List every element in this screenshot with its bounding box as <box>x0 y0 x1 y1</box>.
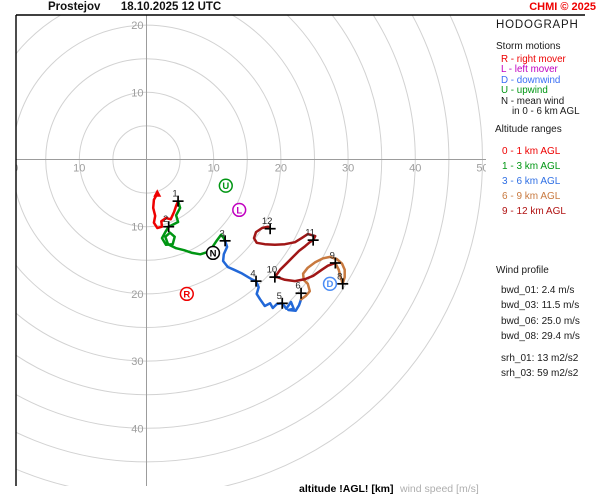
storm-marker-L: L <box>232 202 247 218</box>
trace-3-6kmAGL <box>221 239 303 312</box>
srh-value: srh_03: 59 m2/s2 <box>501 368 579 380</box>
svg-text:3: 3 <box>219 228 224 239</box>
storm-marker-R: R <box>179 286 194 302</box>
km-marker-9: 9 <box>330 250 341 269</box>
axis-tick-label: 10 <box>131 87 143 99</box>
axis-tick-label: 20 <box>275 163 287 175</box>
km-marker-1: 1 <box>172 189 184 207</box>
storm-motion-item: R - right mover <box>501 54 566 65</box>
trace-9-12kmAGL <box>252 225 337 283</box>
svg-text:5: 5 <box>277 291 282 302</box>
observation-datetime: 18.10.2025 12 UTC <box>120 1 222 13</box>
trace-6-9kmAGL <box>299 255 346 301</box>
svg-text:4: 4 <box>250 269 255 280</box>
svg-text:L: L <box>236 205 242 216</box>
storm-motion-item: N - mean wind <box>501 95 565 107</box>
svg-text:6: 6 <box>295 281 300 292</box>
axis-tick-label: 20 <box>131 289 143 301</box>
trace-start-arrow-icon <box>153 189 162 197</box>
km-marker-5: 5 <box>277 291 288 309</box>
svg-text:N: N <box>210 248 217 259</box>
altitude-range-item: 9 - 12 km AGL <box>502 206 566 217</box>
storm-marker-N: N <box>205 245 221 261</box>
axis-tick-label: 40 <box>131 423 143 435</box>
trace-0-1kmAGL <box>151 192 180 230</box>
altitude-axis-caption: altitude !AGL! [km] <box>299 483 394 495</box>
bwd-value: bwd_06: 25.0 m/s <box>501 315 580 327</box>
bwd-value: bwd_01: 2.4 m/s <box>501 285 575 296</box>
km-marker-6: 6 <box>295 281 307 299</box>
km-marker-4: 4 <box>250 269 262 287</box>
axis-tick-label: 10 <box>131 222 143 234</box>
axis-tick-label: 20 <box>131 20 143 32</box>
panel-title: HODOGRAPH <box>496 19 579 31</box>
axis-tick-label: 40 <box>409 163 421 175</box>
axis-tick-label: 50 <box>476 163 488 175</box>
bwd-value: bwd_08: 29.4 m/s <box>501 331 580 343</box>
altitude-ranges-title: Altitude ranges <box>495 124 562 135</box>
srh-value: srh_01: 13 m2/s2 <box>501 353 579 364</box>
storm-motion-item: L - left mover <box>501 64 558 76</box>
altitude-range-item: 6 - 9 km AGL <box>502 191 561 202</box>
svg-text:10: 10 <box>267 265 278 276</box>
svg-text:U: U <box>222 181 229 192</box>
wind-speed-axis-caption: wind speed [m/s] <box>400 483 479 495</box>
bulk-wind-difference-list: bwd_01: 2.4 m/s bwd_03: 11.5 m/s bwd_06: 2… <box>501 283 580 345</box>
altitude-range-item: 0 - 1 km AGL <box>502 146 561 157</box>
km-marker-10: 10 <box>267 265 281 283</box>
km-marker-8: 8 <box>337 271 349 290</box>
svg-text:2: 2 <box>163 214 168 225</box>
storm-marker-U: U <box>218 178 233 193</box>
altitude-range-item: 1 - 3 km AGL <box>502 161 561 172</box>
page-title: Prostejov 18.10.2025 12 UTC <box>48 1 221 13</box>
altitude-range-item: 3 - 6 km AGL <box>502 176 561 187</box>
svg-text:11: 11 <box>305 228 315 239</box>
storm-motions-list: R - right mover L - left mover D - downwin… <box>501 54 580 118</box>
altitude-ranges-list: 0 - 1 km AGL 1 - 3 km AGL 3 - 6 km AGL 6 - … <box>502 144 566 219</box>
wind-profile-title: Wind profile <box>496 265 549 276</box>
storm-motion-item: U - upwind <box>501 85 548 97</box>
storm-marker-D: D <box>322 276 338 291</box>
km-marker-11: 11 <box>305 228 319 246</box>
km-marker-3: 3 <box>219 228 231 247</box>
storm-motion-item: D - downwind <box>501 74 561 86</box>
axis-tick-label: 10 <box>73 163 85 175</box>
trace-1-3kmAGL <box>160 199 227 256</box>
km-marker-2: 2 <box>163 214 175 233</box>
storm-motions-title: Storm motions <box>496 41 561 52</box>
svg-text:1: 1 <box>172 189 177 200</box>
svg-text:12: 12 <box>262 216 273 227</box>
axis-tick-label: 30 <box>131 356 143 368</box>
bwd-value: bwd_03: 11.5 m/s <box>501 300 580 312</box>
svg-text:8: 8 <box>337 271 342 282</box>
storm-relative-helicity-list: srh_01: 13 m2/s2 srh_03: 59 m2/s2 <box>501 351 578 382</box>
copyright-label: CHMI © 2025 <box>529 1 596 13</box>
station-name: Prostejov <box>48 1 101 13</box>
storm-motion-item: in 0 - 6 km AGL <box>512 106 580 118</box>
polar-grid: 10 20 10 20 30 40 10 20 10 20 30 40 50 <box>6 15 488 486</box>
svg-text:D: D <box>327 279 334 290</box>
axis-tick-label: 20 <box>6 163 18 175</box>
svg-text:9: 9 <box>330 250 335 261</box>
axis-tick-label: 30 <box>342 163 354 175</box>
svg-text:R: R <box>183 289 190 300</box>
km-marker-12: 12 <box>262 216 276 235</box>
axis-tick-label: 10 <box>208 163 220 175</box>
